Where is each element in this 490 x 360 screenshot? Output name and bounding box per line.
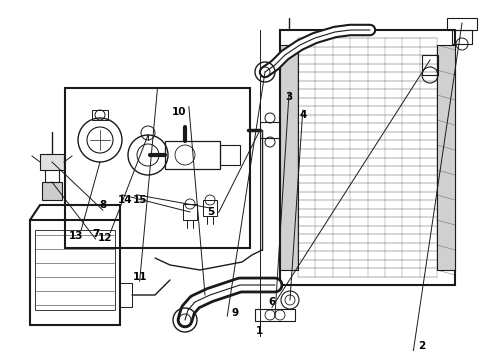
Text: 7: 7 (92, 229, 99, 239)
Bar (120, 283, 132, 307)
Text: 6: 6 (269, 297, 275, 307)
Text: 15: 15 (132, 195, 147, 205)
Bar (183, 204, 197, 220)
Bar (42, 182, 62, 200)
Bar (260, 122, 280, 138)
Bar (165, 141, 220, 169)
Text: 9: 9 (232, 308, 239, 318)
Text: 14: 14 (118, 195, 132, 205)
Bar (452, 30, 472, 44)
Bar (92, 110, 108, 120)
Text: 4: 4 (299, 110, 307, 120)
Text: 2: 2 (418, 341, 425, 351)
Bar (220, 145, 240, 165)
Text: 10: 10 (172, 107, 186, 117)
Bar (30, 220, 120, 325)
Text: 12: 12 (98, 233, 113, 243)
Text: 11: 11 (132, 272, 147, 282)
Bar (447, 18, 477, 30)
Bar (65, 88, 250, 248)
Text: 1: 1 (256, 326, 263, 336)
Bar (40, 154, 64, 170)
Bar (280, 45, 298, 270)
Text: 5: 5 (207, 207, 214, 217)
Bar (280, 30, 455, 285)
Text: 3: 3 (286, 92, 293, 102)
Bar (422, 55, 438, 75)
Text: 8: 8 (99, 200, 106, 210)
Bar (203, 200, 217, 216)
Bar (45, 168, 59, 182)
Bar (437, 45, 455, 270)
Bar (35, 230, 115, 310)
Bar (255, 309, 295, 321)
Text: 13: 13 (69, 231, 83, 241)
